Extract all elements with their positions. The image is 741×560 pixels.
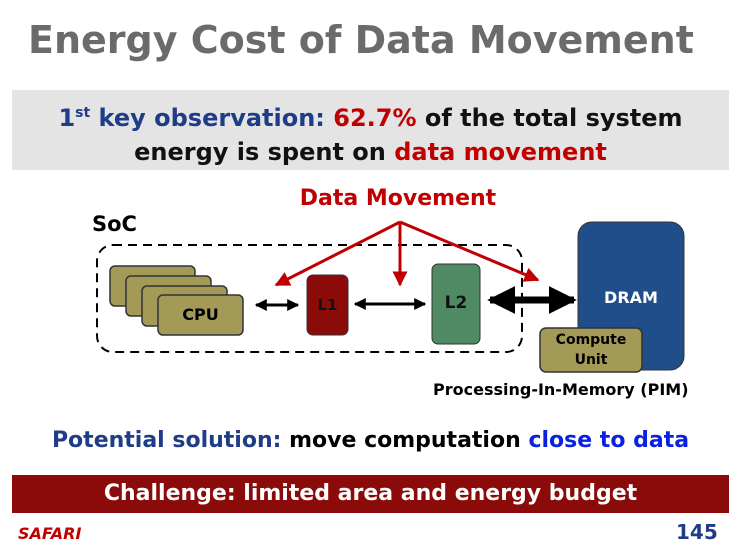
page-number: 145 [676, 520, 718, 544]
ordinal: 1 [58, 104, 76, 132]
cpu-core [157, 294, 244, 336]
percent: 62.7% [333, 104, 417, 132]
challenge-band: Challenge: limited area and energy budge… [12, 475, 729, 513]
observation-highlight: data movement [394, 138, 607, 166]
pim-label: Processing-In-Memory (PIM) [433, 380, 689, 399]
movement-arrow [399, 220, 540, 282]
compute-unit-label: Compute Unit [540, 330, 642, 370]
arrow-label: Data Movement [299, 186, 497, 211]
compute-unit [539, 327, 643, 373]
solution: Potential solution: move computation clo… [0, 428, 741, 453]
solution-lead: Potential solution: [51, 428, 282, 453]
observation-lead: key observation: [98, 104, 325, 132]
compute-unit-line: Compute [555, 332, 627, 348]
observation-rest: of the total system [424, 104, 683, 132]
compute-unit-line: Unit [574, 352, 608, 368]
brand: SAFARI [18, 524, 82, 543]
cpu-label: CPU [182, 305, 219, 324]
observation-band [12, 90, 729, 170]
soc-label: SoC [92, 212, 137, 236]
l1-cache [306, 274, 349, 336]
l2-cache [431, 263, 481, 345]
observation-line2: energy is spent on [134, 138, 386, 166]
movement-arrow [274, 220, 401, 287]
observation-text: 1st key observation: 62.7% of the total … [12, 96, 729, 169]
slide-title: Energy Cost of Data Movement [28, 18, 694, 62]
solution-highlight: close to data [528, 428, 690, 453]
l2-label: L2 [444, 293, 468, 313]
solution-text: move computation [289, 428, 521, 453]
dram-label: DRAM [604, 288, 658, 307]
l1-label: L1 [317, 296, 338, 314]
ordinal-suffix: st [75, 105, 91, 121]
